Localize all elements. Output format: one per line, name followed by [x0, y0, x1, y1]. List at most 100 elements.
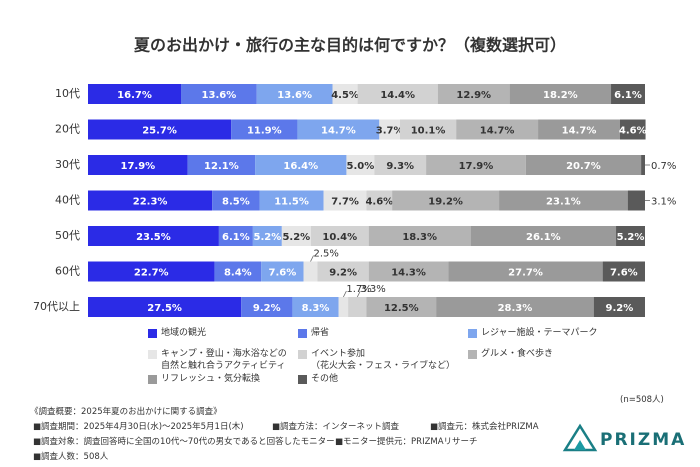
bar-segment: [357, 84, 438, 104]
legend-label: 帰省: [311, 328, 330, 338]
bar-segment: [627, 190, 645, 211]
legend-swatch: [468, 329, 477, 338]
bar-segment: [218, 226, 253, 246]
bar-segment: [602, 261, 645, 282]
legend-label: その他: [311, 374, 339, 384]
data-label: 13.6%: [202, 90, 237, 101]
legend-label: リフレッシュ・気分転換: [161, 374, 261, 384]
logo-text: PRIZMA: [600, 430, 686, 450]
data-label: 18.3%: [402, 232, 437, 243]
bar-segment: [323, 190, 367, 211]
data-label: 19.2%: [428, 197, 463, 208]
data-label: 4.6%: [365, 197, 393, 208]
bar-segment: [255, 155, 347, 175]
data-label: 27.7%: [508, 268, 543, 279]
bar-segment: [88, 297, 242, 317]
y-tick-label: 50代: [55, 229, 80, 242]
bar-segment: [437, 84, 510, 104]
legend-swatch: [298, 329, 307, 338]
leader-line: [343, 290, 347, 298]
bar-segment: [616, 226, 645, 246]
data-label: 22.7%: [134, 268, 169, 279]
legend-swatch: [298, 350, 307, 359]
survey-source: ■調査元：株式会社PRIZMA: [430, 422, 539, 432]
bar-segment: [619, 119, 646, 140]
data-label: 9.2%: [606, 303, 634, 314]
bar-segment: [259, 190, 324, 211]
data-label: 22.3%: [133, 197, 168, 208]
bar-segment: [611, 84, 645, 104]
data-label: 20.7%: [566, 161, 601, 172]
y-tick-label: 10代: [55, 87, 80, 100]
data-label: 16.7%: [117, 90, 152, 101]
data-label: 11.5%: [274, 197, 309, 208]
bar-segment: [379, 119, 400, 140]
bar-segment: [499, 190, 628, 211]
bar-segment: [88, 155, 188, 175]
data-label: 3.3%: [360, 284, 385, 295]
legend-swatch: [468, 350, 477, 359]
data-label: 12.5%: [384, 303, 419, 314]
y-tick-label: 20代: [55, 123, 80, 136]
data-label: 12.1%: [204, 161, 239, 172]
y-tick-label: 70代以上: [33, 300, 80, 313]
data-label: 14.7%: [562, 126, 597, 137]
survey-count: ■調査人数：508人: [33, 452, 109, 462]
data-label: 10.1%: [411, 126, 446, 137]
bar-segment: [252, 226, 282, 246]
bar-segment: [525, 155, 642, 175]
data-label: 0.7%: [651, 161, 676, 172]
bar-segment: [426, 155, 526, 175]
data-label: 3.1%: [651, 197, 676, 208]
data-label: 5.2%: [282, 232, 310, 243]
sample-note: (n=508人): [620, 395, 664, 405]
data-label: 6.1%: [222, 232, 250, 243]
legend-label: グルメ・食べ歩き: [481, 349, 554, 359]
data-label: 23.5%: [136, 232, 171, 243]
data-label: 1.7%: [346, 284, 371, 295]
y-tick-label: 30代: [55, 158, 80, 171]
bar-segment: [256, 84, 333, 104]
y-tick-label: 40代: [55, 194, 80, 207]
data-label: 5.0%: [347, 161, 375, 172]
bar-segment: [366, 190, 393, 211]
legend-swatch: [298, 375, 307, 384]
data-label: 14.3%: [391, 268, 426, 279]
bar-segment: [368, 261, 449, 282]
bar-segment: [348, 297, 367, 317]
data-label: 7.7%: [331, 197, 359, 208]
bar-segment: [231, 119, 298, 140]
survey-period: ■調査期間：2025年4月30日(水)～2025年5月1日(木): [33, 422, 244, 432]
bar-segment: [538, 119, 620, 140]
bar-segment: [366, 297, 437, 317]
data-label: 7.6%: [610, 268, 638, 279]
bar-segment: [303, 261, 318, 282]
bar-segment: [297, 119, 380, 140]
data-label: 11.9%: [247, 126, 282, 137]
bar-segment: [338, 297, 349, 317]
bar-segment: [310, 226, 369, 246]
bar-segment: [368, 226, 471, 246]
data-label: 14.7%: [321, 126, 356, 137]
leader-line: [356, 290, 361, 298]
bar-segment: [456, 119, 539, 140]
bar-segment: [317, 261, 369, 282]
survey-method: ■調査方法：インターネット調査: [272, 422, 400, 432]
data-label: 25.7%: [142, 126, 177, 137]
bar-segment: [241, 297, 293, 317]
survey-heading: 《調査概要：2025年夏のお出かけに関する調査》: [30, 407, 222, 417]
legend-label: イベント参加 （花火大会・フェス・ライブなど）: [311, 349, 456, 371]
bar-segment: [641, 155, 645, 175]
logo-icon: [562, 423, 598, 452]
y-tick-label: 60代: [55, 265, 80, 278]
data-label: 7.6%: [269, 268, 297, 279]
bar-segment: [292, 297, 339, 317]
legend-swatch: [148, 350, 157, 359]
data-label: 18.2%: [543, 90, 578, 101]
bar-segment: [261, 261, 304, 282]
bar-segment: [181, 84, 257, 104]
bar-segment: [436, 297, 594, 317]
bar-segment: [448, 261, 603, 282]
data-label: 9.2%: [253, 303, 281, 314]
